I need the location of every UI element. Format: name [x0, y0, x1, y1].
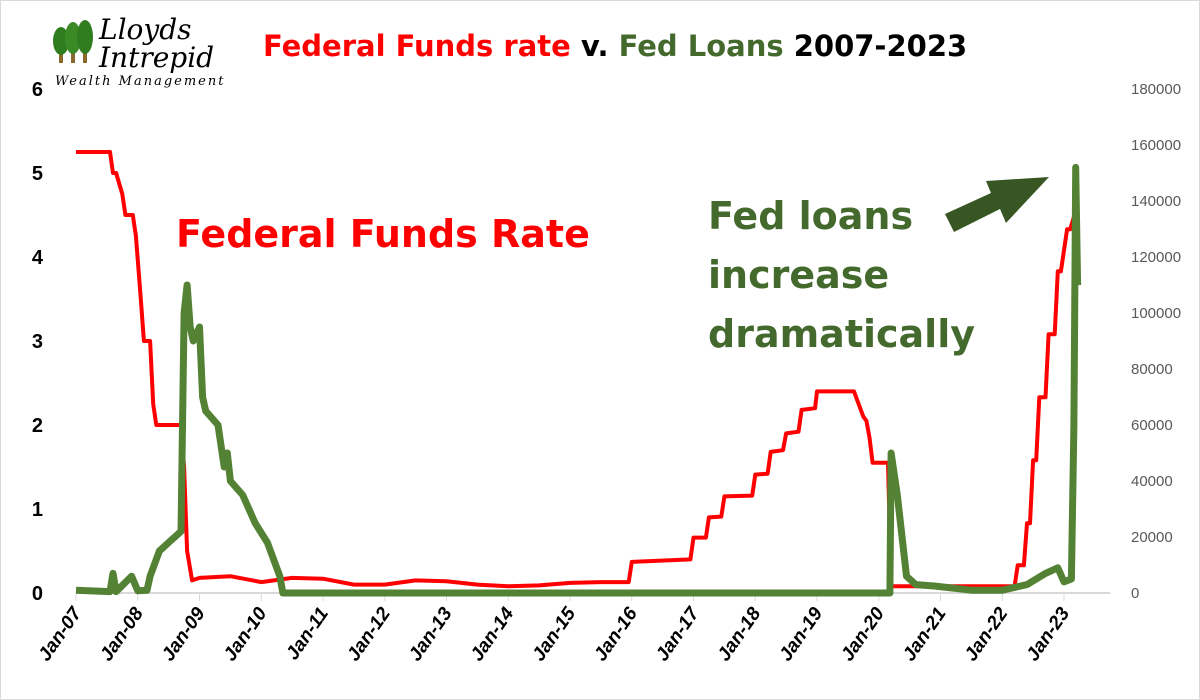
y-right-tick-label: 40000 [1131, 473, 1173, 490]
y-right-tick-label: 140000 [1131, 193, 1181, 210]
series [75, 150, 1082, 597]
logo-line2: Intrepid [98, 41, 214, 74]
title-part: 2007-2023 [784, 29, 968, 63]
arrow-icon [945, 177, 1049, 232]
y-right-tick-label: 160000 [1131, 137, 1181, 154]
y-right-tick-label: 20000 [1131, 529, 1173, 546]
y-left-tick-label: 2 [32, 415, 43, 437]
y-right-tick-label: 100000 [1131, 305, 1181, 322]
x-tick-label: Jan-10 [220, 603, 272, 665]
y-right-tick-label: 120000 [1131, 249, 1181, 266]
trees-icon [53, 20, 93, 63]
chart-title: Federal Funds rate v. Fed Loans 2007-202… [263, 29, 967, 63]
x-tick-label: Jan-07 [34, 603, 87, 666]
y-left-tick-label: 5 [32, 163, 43, 185]
x-tick-label: Jan-11 [282, 604, 333, 664]
x-tick-label: Jan-12 [343, 603, 395, 665]
x-tick-label: Jan-19 [775, 603, 827, 665]
annotation-line: Fed loans [708, 194, 913, 238]
x-tick-label: Jan-16 [590, 603, 642, 665]
x-tick-label: Jan-23 [1022, 603, 1074, 665]
x-tick-label: Jan-15 [528, 603, 580, 665]
title-part: Federal Funds rate [263, 29, 571, 63]
y-right-tick-label: 60000 [1131, 417, 1173, 434]
y-left-tick-label: 6 [32, 79, 43, 101]
x-tick-label: Jan-17 [652, 603, 705, 666]
fed-loans-line [75, 163, 1082, 597]
y-left-tick-label: 3 [32, 331, 43, 353]
x-tick-label: Jan-21 [899, 604, 951, 665]
y-left-tick-label: 0 [32, 583, 43, 605]
x-tick-label: Jan-22 [961, 603, 1013, 665]
fed-funds-rate-line [76, 150, 1079, 589]
y-left-tick-label: 4 [32, 247, 44, 269]
y-right-tick-label: 180000 [1131, 81, 1181, 98]
logo: Lloyds Intrepid Wealth Management [53, 13, 225, 89]
x-tick-label: Jan-14 [467, 603, 519, 665]
y-left-tick-label: 1 [32, 499, 43, 521]
x-tick-label: Jan-09 [158, 603, 210, 665]
y-right-tick-label: 0 [1131, 585, 1139, 602]
x-tick-label: Jan-13 [405, 603, 457, 665]
title-part: Fed Loans [619, 29, 784, 63]
x-tick-label: Jan-18 [714, 603, 766, 665]
y-right-tick-label: 80000 [1131, 361, 1173, 378]
x-tick-label: Jan-20 [837, 603, 889, 665]
annotation-fed-loans: Fed loans increase dramatically [708, 194, 975, 356]
logo-line1: Lloyds [98, 13, 192, 46]
annotation-fed-funds-rate: Federal Funds Rate [176, 212, 590, 256]
x-tick-label: Jan-08 [96, 603, 148, 665]
annotation-line: increase [708, 253, 889, 297]
logo-line3: Wealth Management [55, 74, 225, 89]
title-part: v. [571, 29, 619, 63]
annotation-line: dramatically [708, 312, 975, 356]
